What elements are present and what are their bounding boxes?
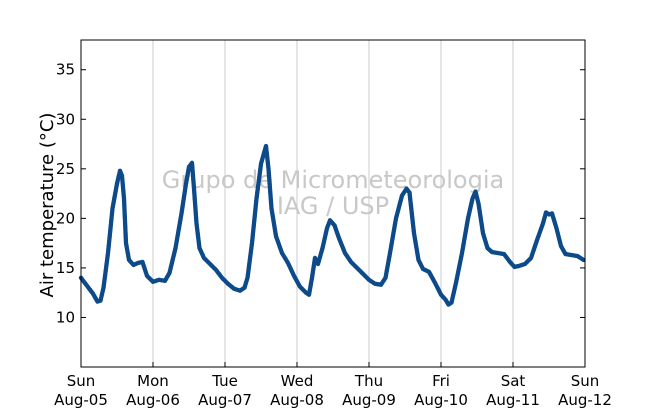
- data-points: [78, 143, 586, 307]
- y-axis: 10 15 20 25 30 35: [56, 61, 585, 326]
- x-tick-weekday: Sun: [571, 372, 600, 390]
- x-tick-date: Aug-11: [486, 391, 540, 409]
- watermark-line-1: Grupo de Micrometeorologia: [162, 166, 504, 194]
- y-tick-label: 30: [56, 110, 75, 128]
- x-tick-date: Aug-06: [126, 391, 180, 409]
- x-tick-date: Aug-12: [558, 391, 612, 409]
- x-axis: SunAug-05MonAug-06TueAug-07WedAug-08ThuA…: [54, 362, 612, 409]
- y-tick-label: 35: [56, 61, 75, 79]
- y-tick-label: 15: [56, 259, 75, 277]
- x-tick-weekday: Sun: [67, 372, 96, 390]
- x-tick-date: Aug-07: [198, 391, 252, 409]
- y-tick-label: 25: [56, 160, 75, 178]
- x-tick-weekday: Fri: [432, 372, 450, 390]
- x-tick-weekday: Sat: [501, 372, 526, 390]
- x-tick-weekday: Tue: [211, 372, 238, 390]
- x-tick-weekday: Wed: [281, 372, 314, 390]
- y-axis-label: Air temperature (°C): [37, 113, 58, 298]
- plot-frame: [80, 39, 586, 368]
- x-tick-date: Aug-05: [54, 391, 108, 409]
- vertical-gridlines: [152, 40, 514, 367]
- x-tick-date: Aug-08: [270, 391, 324, 409]
- x-tick-date: Aug-10: [414, 391, 468, 409]
- watermark-line-2: IAG / USP: [277, 192, 389, 220]
- x-tick-weekday: Mon: [137, 372, 169, 390]
- y-tick-label: 10: [56, 308, 75, 326]
- y-tick-label: 20: [56, 209, 75, 227]
- x-tick-date: Aug-09: [342, 391, 396, 409]
- x-tick-weekday: Thu: [354, 372, 383, 390]
- watermark: Grupo de Micrometeorologia IAG / USP: [162, 166, 504, 220]
